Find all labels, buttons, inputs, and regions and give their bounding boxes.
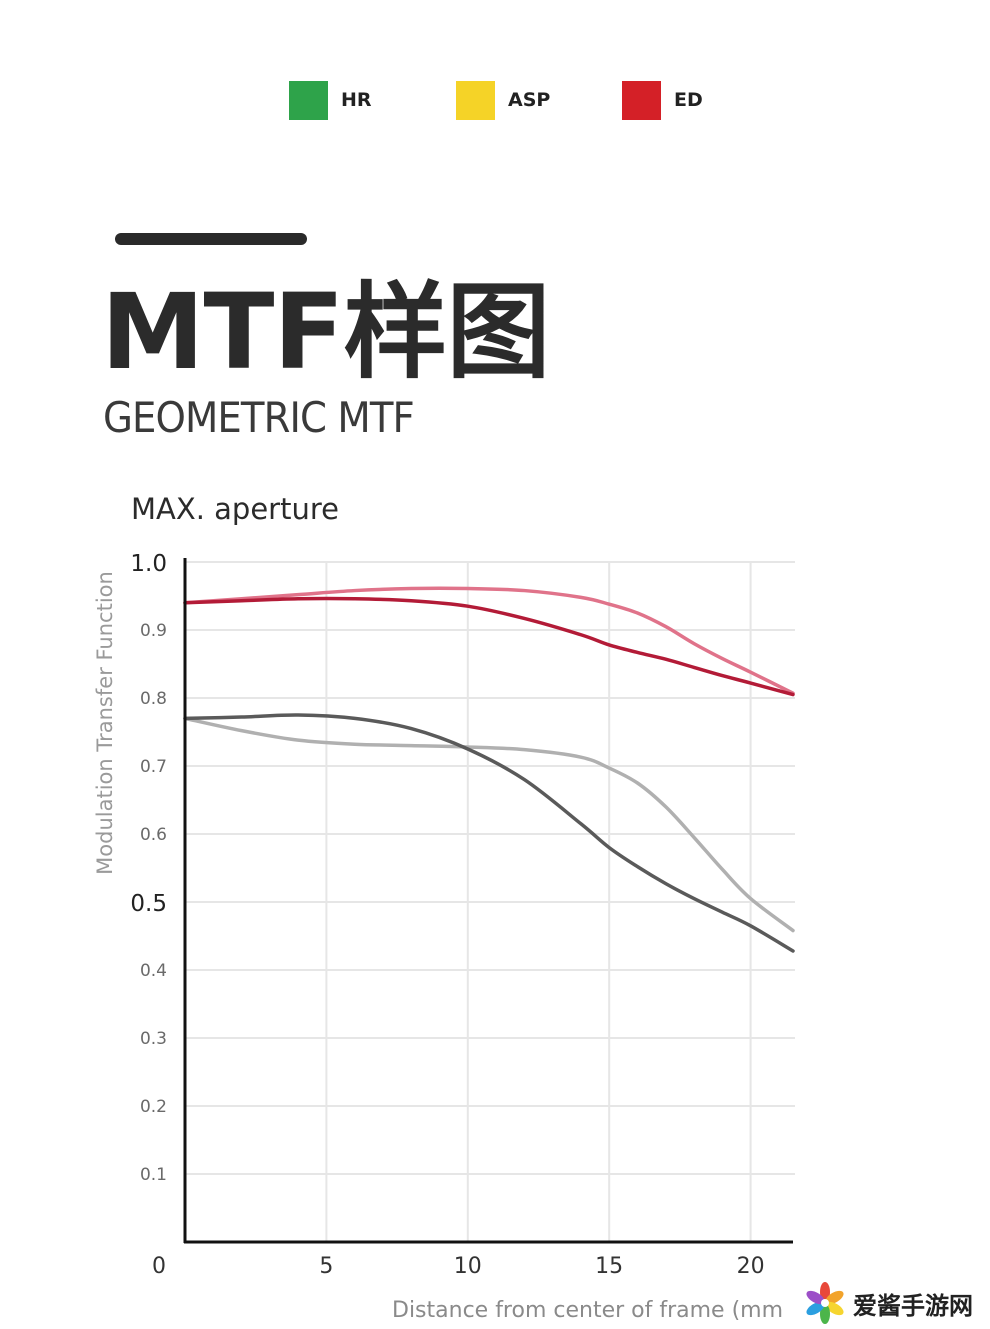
legend-item-ed: ED bbox=[622, 80, 703, 120]
y-tick-label: 0.6 bbox=[140, 825, 167, 845]
watermark-text: 爱酱手游网 bbox=[853, 1291, 973, 1320]
y-tick-label: 0.2 bbox=[140, 1097, 167, 1117]
y-tick-label: 1.0 bbox=[130, 551, 167, 577]
y-tick-label: 0.4 bbox=[140, 961, 167, 981]
flower-logo-icon bbox=[806, 1282, 844, 1324]
x-tick-label: 5 bbox=[319, 1254, 333, 1279]
legend-swatch-asp bbox=[456, 80, 495, 120]
legend-swatch-hr bbox=[289, 80, 328, 120]
y-tick-label: 0.7 bbox=[140, 757, 167, 777]
y-axis-label: Modulation Transfer Function bbox=[93, 571, 117, 875]
watermark: 爱酱手游网 bbox=[803, 1280, 973, 1326]
legend-swatch-ed bbox=[622, 80, 661, 120]
x-tick-label: 0 bbox=[152, 1254, 166, 1279]
legend-label-ed: ED bbox=[674, 89, 703, 111]
series-line-4 bbox=[183, 713, 795, 953]
y-tick-label: 0.9 bbox=[140, 621, 167, 641]
y-tick-label: 0.5 bbox=[130, 891, 167, 917]
series-line-1 bbox=[183, 586, 795, 695]
legend-item-asp: ASP bbox=[456, 80, 550, 120]
x-tick-label: 15 bbox=[595, 1254, 623, 1279]
x-tick-label: 20 bbox=[737, 1254, 765, 1279]
chart-tick-labels: 0.1 0.2 0.3 0.4 0.5 0.6 0.7 0.8 0.9 1.0 0 5 10 15 20 bbox=[130, 551, 764, 1279]
chart-series bbox=[183, 586, 795, 953]
series-line-2 bbox=[183, 596, 795, 697]
y-tick-label: 0.1 bbox=[140, 1165, 167, 1185]
chart-title: MAX. aperture bbox=[131, 492, 339, 526]
x-tick-label: 10 bbox=[454, 1254, 482, 1279]
title-accent-bar bbox=[115, 233, 307, 245]
series-line-3 bbox=[183, 716, 795, 933]
legend: HR ASP ED bbox=[0, 80, 990, 120]
chart-axes bbox=[183, 558, 793, 1244]
legend-label-hr: HR bbox=[341, 89, 372, 111]
y-tick-label: 0.3 bbox=[140, 1029, 167, 1049]
chart-grid bbox=[185, 561, 795, 1242]
legend-label-asp: ASP bbox=[508, 89, 551, 111]
x-axis-label: Distance from center of frame (mm bbox=[392, 1298, 783, 1323]
page-title: MTF样图 bbox=[101, 271, 550, 393]
legend-item-hr: HR bbox=[289, 80, 372, 120]
page-subtitle: GEOMETRIC MTF bbox=[103, 393, 415, 442]
y-tick-label: 0.8 bbox=[140, 689, 167, 709]
